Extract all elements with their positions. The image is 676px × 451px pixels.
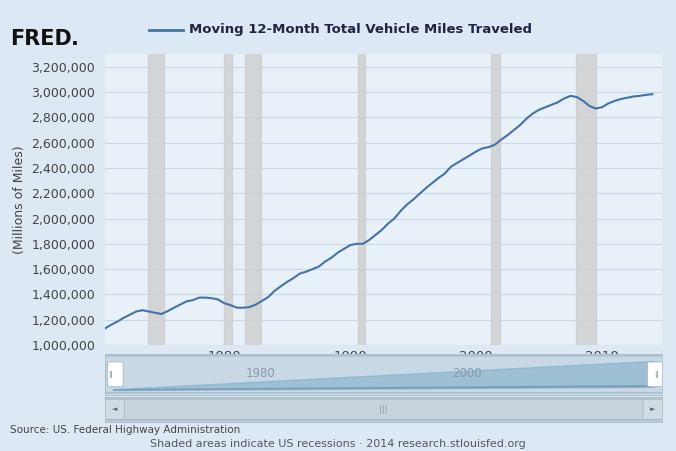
Text: FRED: FRED bbox=[10, 29, 72, 49]
Polygon shape bbox=[113, 386, 654, 391]
Text: Source: US. Federal Highway Administration: Source: US. Federal Highway Administrati… bbox=[10, 425, 241, 435]
Text: |||: ||| bbox=[379, 405, 388, 414]
FancyBboxPatch shape bbox=[124, 399, 643, 419]
Bar bbox=[576, 54, 596, 345]
Bar bbox=[245, 54, 261, 345]
Polygon shape bbox=[113, 361, 654, 390]
Text: Moving 12-Month Total Vehicle Miles Traveled: Moving 12-Month Total Vehicle Miles Trav… bbox=[189, 23, 532, 36]
FancyBboxPatch shape bbox=[648, 362, 663, 387]
Text: Shaded areas indicate US recessions · 2014 research.stlouisfed.org: Shaded areas indicate US recessions · 20… bbox=[150, 439, 526, 449]
Text: ||: || bbox=[654, 371, 658, 378]
Text: ►: ► bbox=[650, 406, 656, 412]
Bar bbox=[147, 54, 164, 345]
Text: 2000: 2000 bbox=[452, 367, 482, 380]
Text: 1980: 1980 bbox=[246, 367, 276, 380]
Bar bbox=[358, 54, 365, 345]
Bar bbox=[491, 54, 500, 345]
Text: ||: || bbox=[109, 371, 114, 378]
Y-axis label: (Millions of Miles): (Millions of Miles) bbox=[13, 145, 26, 254]
FancyBboxPatch shape bbox=[107, 362, 123, 387]
Text: ◄: ◄ bbox=[112, 406, 117, 412]
FancyBboxPatch shape bbox=[642, 399, 664, 419]
Text: .: . bbox=[71, 29, 79, 49]
FancyBboxPatch shape bbox=[103, 399, 126, 419]
Bar bbox=[224, 54, 232, 345]
